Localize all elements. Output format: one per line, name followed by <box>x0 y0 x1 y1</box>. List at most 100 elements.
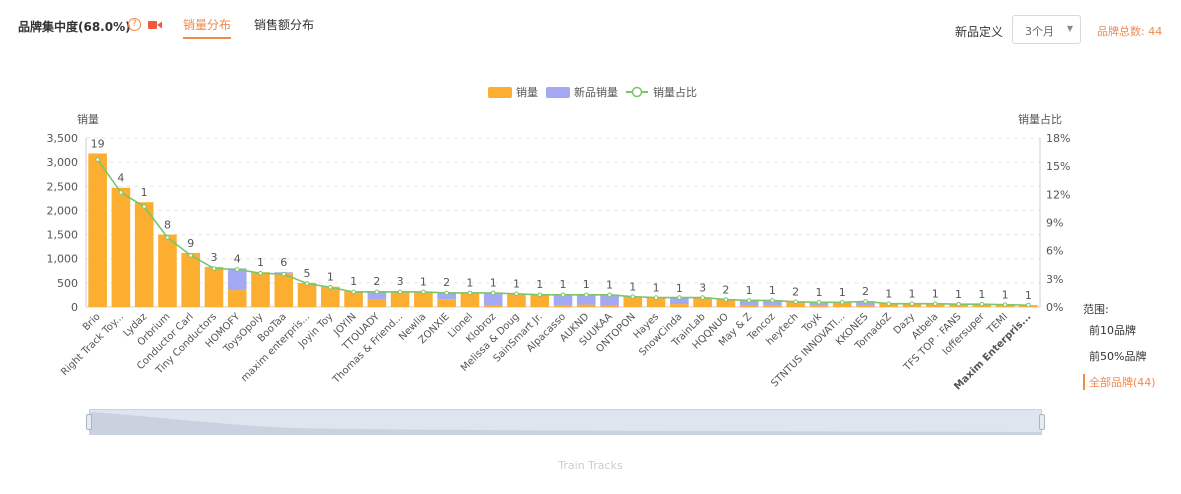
slider-label: Train Tracks <box>558 459 623 472</box>
bar-sales <box>553 305 573 307</box>
chart-legend[interactable]: 销量 新品销量 销量占比 <box>488 85 697 99</box>
bar-sales <box>158 234 177 307</box>
data-label: 5 <box>304 267 311 280</box>
y-axis-label: 销量 <box>77 112 99 126</box>
share-point <box>560 292 566 298</box>
bar-sales <box>623 296 643 307</box>
data-label: 2 <box>792 286 799 299</box>
bar-new-sales <box>437 292 456 300</box>
bar-sales <box>693 297 712 307</box>
data-label: 1 <box>606 278 613 291</box>
data-label: 1 <box>839 286 846 299</box>
data-label: 2 <box>722 283 729 296</box>
bar-sales <box>576 304 596 307</box>
bar-sales <box>763 305 782 307</box>
legend-marker <box>631 86 643 98</box>
legend-label: 销量占比 <box>653 85 697 99</box>
tab-revenue-distribution[interactable]: 销售额分布 <box>254 18 315 32</box>
bar-new-sales <box>483 292 503 306</box>
bar-new-sales <box>600 294 619 306</box>
share-point <box>979 301 985 307</box>
legend-label: 新品销量 <box>574 85 618 99</box>
share-point <box>932 301 938 307</box>
data-label: 3 <box>699 281 706 294</box>
data-label: 4 <box>234 252 241 265</box>
data-label: 3 <box>210 251 217 264</box>
share-point <box>816 300 822 305</box>
share-point <box>95 157 100 162</box>
data-label: 1 <box>1002 289 1009 302</box>
bar-sales <box>437 299 456 307</box>
data-label: 1 <box>955 288 962 301</box>
y2-tick-label: 9% <box>1046 217 1063 230</box>
y-tick-label: 2,000 <box>47 204 79 217</box>
data-label: 4 <box>117 172 124 185</box>
slider-handle-right[interactable] <box>1039 414 1045 430</box>
share-point <box>281 271 287 277</box>
bar-new-sales <box>670 297 689 305</box>
share-point <box>118 190 124 195</box>
data-label: 1 <box>327 271 334 284</box>
y2-tick-label: 3% <box>1046 273 1063 286</box>
bar-sales <box>600 305 619 307</box>
range-top50pct[interactable]: 前50%品牌 <box>1089 350 1147 363</box>
bar-sales <box>367 299 387 307</box>
share-point <box>886 301 892 307</box>
y-tick-label: 0 <box>71 301 78 314</box>
range-top10[interactable]: 前10品牌 <box>1089 324 1136 337</box>
share-point <box>421 289 426 295</box>
y2-tick-label: 6% <box>1046 245 1063 258</box>
bar-sales <box>483 305 503 307</box>
brand-total-count: 品牌总数: 44 <box>1097 25 1163 38</box>
data-label: 1 <box>420 276 427 289</box>
new-definition-value: 3个月 <box>1025 25 1054 38</box>
bar-sales <box>274 273 294 307</box>
data-label: 1 <box>350 275 357 288</box>
y2-tick-label: 0% <box>1046 301 1063 314</box>
bar-sales <box>251 272 270 307</box>
tab-sales-distribution[interactable]: 销量分布 <box>183 16 232 39</box>
y-tick-label: 3,500 <box>47 132 79 145</box>
share-point <box>1002 302 1008 307</box>
share-point <box>700 295 705 300</box>
share-point <box>537 292 543 298</box>
video-icon[interactable] <box>148 20 162 30</box>
range-title: 范围: <box>1083 303 1109 316</box>
share-point <box>374 289 380 295</box>
new-definition-select[interactable]: 3个月 ▼ <box>1012 15 1081 44</box>
share-point <box>351 289 356 295</box>
data-label: 2 <box>862 285 869 298</box>
data-label: 1 <box>932 288 939 301</box>
bar-new-sales <box>553 293 573 306</box>
range-all-brands[interactable]: 全部品牌(44) <box>1083 374 1156 390</box>
bar-sales <box>809 305 829 307</box>
zoom-slider[interactable] <box>89 409 1042 435</box>
y-axis-ticks: 0 500 1,000 1,500 2,000 2,500 3,000 3,500 <box>47 132 79 314</box>
data-label: 1 <box>909 288 916 301</box>
sales-distribution-chart: 销量 新品销量 销量占比 销量 销量占比 05001,0001,5002,0002,… <box>47 85 1071 393</box>
data-label: 1 <box>490 277 497 290</box>
bar-sales <box>344 291 363 307</box>
bar-sales <box>646 297 666 307</box>
bar-sales <box>414 291 433 307</box>
share-point <box>141 204 147 209</box>
y-tick-label: 3,000 <box>47 156 79 169</box>
y2-axis-label: 销量占比 <box>1018 112 1062 126</box>
y2-tick-label: 12% <box>1046 188 1070 201</box>
bar-new-sales <box>367 291 387 300</box>
y2-tick-label: 18% <box>1046 132 1070 145</box>
bar-sales <box>507 293 526 307</box>
share-point <box>304 281 310 286</box>
slider-preview <box>90 412 1041 434</box>
data-label: 1 <box>769 284 776 297</box>
data-label: 1 <box>1025 289 1032 302</box>
data-label: 1 <box>257 256 264 269</box>
bar-sales <box>670 304 689 307</box>
data-label: 2 <box>373 275 380 288</box>
y2-tick-label: 15% <box>1046 160 1070 173</box>
help-icon[interactable]: ? <box>128 18 141 31</box>
slider-handle-left[interactable] <box>86 414 92 430</box>
bar-sales <box>111 187 131 307</box>
share-point <box>607 292 612 298</box>
bar-sales <box>204 266 224 307</box>
